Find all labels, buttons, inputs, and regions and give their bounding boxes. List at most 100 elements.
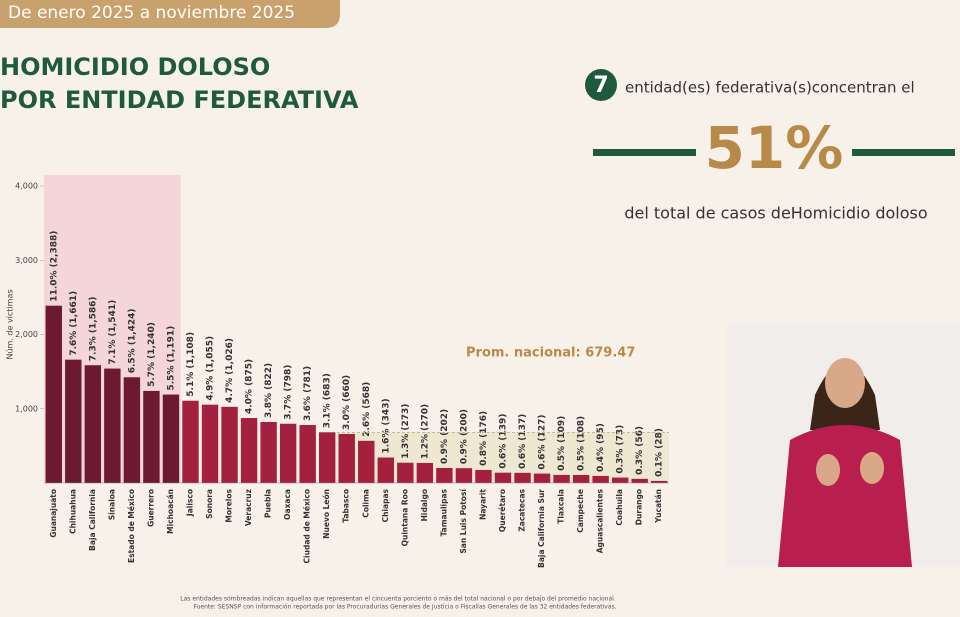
y-tick-label: 4,000	[15, 182, 38, 191]
bar	[104, 368, 121, 483]
rule	[593, 149, 696, 156]
bar	[416, 462, 434, 483]
value-label: 0.9% (200)	[459, 409, 469, 464]
title: HOMICIDIO DOLOSO	[0, 53, 270, 81]
value-label: 5.5% (1,191)	[166, 326, 176, 391]
x-tick-label: Chihuahua	[68, 489, 77, 534]
x-tick-label: Jalisco	[185, 489, 194, 517]
value-label: 0.3% (56)	[635, 426, 645, 475]
bar	[123, 377, 141, 483]
bar	[397, 462, 414, 483]
title: POR ENTIDAD FEDERATIVA	[0, 86, 359, 114]
period: De enero 2025 a noviembre 2025	[8, 3, 295, 23]
bar	[338, 433, 355, 483]
bar	[455, 468, 473, 483]
bar	[592, 475, 609, 483]
count: 7	[593, 73, 608, 98]
bar	[319, 432, 336, 483]
bar	[299, 425, 316, 483]
value-label: 0.6% (137)	[518, 414, 528, 469]
bar	[611, 477, 629, 483]
x-tick-label: Estado de México	[127, 489, 136, 563]
value-label: 0.1% (28)	[655, 428, 665, 477]
value-label: 0.5% (108)	[577, 416, 587, 471]
rule	[852, 149, 955, 156]
bar	[162, 394, 180, 483]
value-label: 1.6% (343)	[381, 398, 391, 453]
value-label: 4.9% (1,055)	[206, 336, 216, 401]
x-tick-label: Baja California Sur	[537, 489, 546, 568]
bar	[553, 474, 570, 483]
bar	[436, 468, 453, 483]
x-tick-label: Sinaloa	[107, 489, 116, 520]
x-tick-label: Querétaro	[498, 489, 507, 532]
value-label: 3.6% (781)	[303, 366, 313, 421]
x-tick-label: Colima	[361, 489, 370, 518]
bar	[182, 400, 199, 483]
value-label: 0.5% (109)	[557, 416, 567, 471]
y-tick-label: 1,000	[15, 404, 38, 413]
value-label: 0.3% (73)	[616, 425, 626, 474]
x-tick-label: Puebla	[264, 489, 273, 518]
x-tick-label: Tamaulipas	[439, 488, 448, 536]
x-tick-label: Guerrero	[146, 489, 155, 527]
x-tick-label: Quintana Roo	[400, 489, 409, 546]
value-label: 0.4% (95)	[596, 423, 606, 472]
value-label: 0.9% (202)	[440, 409, 450, 464]
bar	[358, 440, 375, 483]
x-tick-label: Morelos	[225, 488, 234, 522]
bar	[65, 359, 82, 483]
value-label: 3.0% (660)	[342, 375, 352, 430]
x-tick-label: Coahuila	[615, 489, 624, 526]
bar	[533, 473, 551, 483]
note: Las entidades sombreadas indican aquella…	[180, 596, 616, 603]
bar	[143, 390, 160, 483]
callout-lead: entidad(es) federativa(s)concentran el	[625, 79, 915, 97]
bar	[279, 423, 297, 483]
bar	[494, 472, 512, 483]
bar	[377, 457, 394, 483]
value-label: 7.1% (1,541)	[108, 300, 118, 365]
bar	[651, 480, 668, 483]
value-label: 0.6% (139)	[498, 414, 508, 469]
x-tick-label: Aguascalientes	[596, 488, 605, 553]
value-label: 4.0% (875)	[245, 359, 255, 414]
x-tick-label: Chiapas	[381, 488, 390, 522]
x-tick-label: Nuevo León	[322, 489, 331, 539]
value-label: 3.7% (798)	[284, 365, 294, 420]
value-label: 3.1% (683)	[323, 373, 333, 428]
value-label: 4.7% (1,026)	[225, 338, 235, 403]
x-tick-label: Yucatán	[654, 489, 663, 524]
value-label: 7.3% (1,586)	[88, 296, 98, 361]
x-tick-label: Zacatecas	[518, 488, 527, 531]
value-label: 5.1% (1,108)	[186, 332, 196, 397]
bar	[514, 472, 531, 483]
bar	[572, 474, 590, 483]
value-label: 6.5% (1,424)	[127, 308, 137, 373]
bar	[45, 305, 62, 483]
note: Fuente: SESNSP con información reportada…	[193, 604, 616, 611]
bar	[221, 406, 238, 483]
average-label: Prom. nacional: 679.47	[466, 346, 635, 361]
value-label: 0.6% (127)	[538, 414, 548, 469]
x-tick-label: Sonora	[205, 489, 214, 519]
value-label: 7.6% (1,661)	[69, 291, 79, 356]
x-tick-label: Hidalgo	[420, 489, 429, 521]
count-badge	[585, 69, 617, 101]
interpreter-video	[727, 323, 960, 567]
x-tick-label: Oaxaca	[283, 489, 292, 520]
value-label: 1.2% (270)	[420, 404, 430, 459]
x-tick-label: Veracruz	[244, 489, 253, 526]
x-tick-label: Baja California	[88, 489, 97, 551]
x-tick-label: Tlaxcala	[557, 489, 566, 524]
x-tick-label: Ciudad de México	[303, 489, 312, 563]
x-tick-label: Tabasco	[342, 489, 351, 523]
bar	[260, 421, 277, 483]
callout-tail: del total de casos deHomicidio doloso	[624, 204, 927, 223]
y-tick-label: 3,000	[15, 256, 38, 265]
x-tick-label: Campeche	[576, 489, 585, 533]
x-tick-label: Guanajuato	[49, 489, 58, 538]
period-banner	[0, 0, 340, 28]
